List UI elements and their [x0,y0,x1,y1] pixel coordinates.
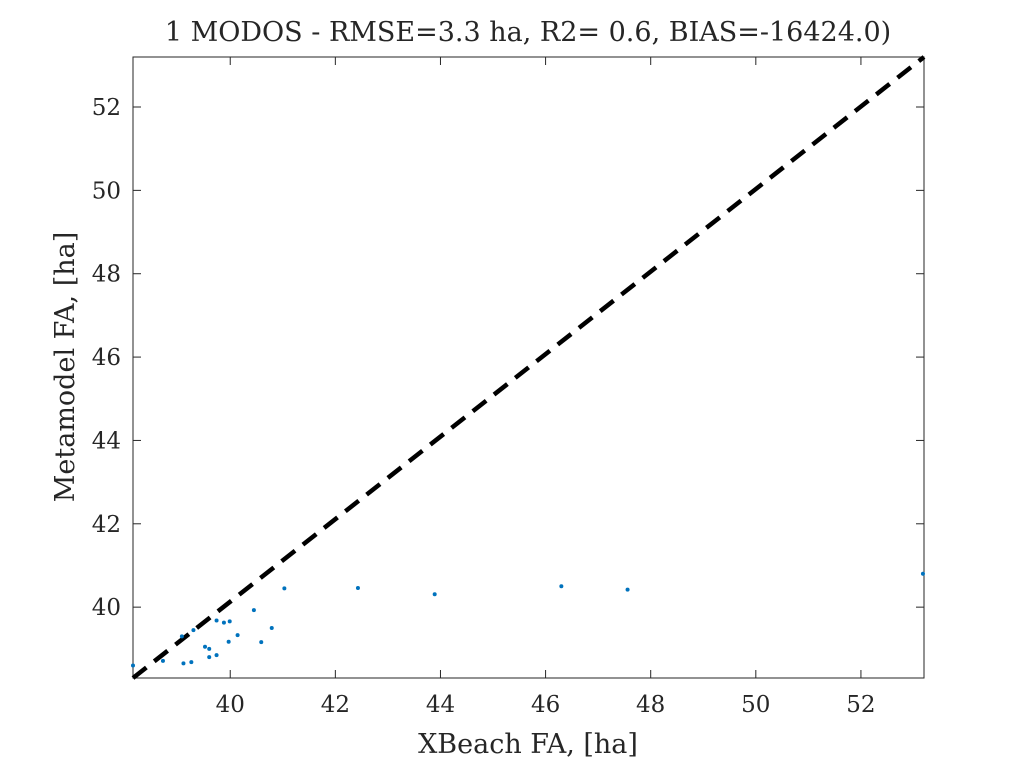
data-point [559,584,564,589]
data-point [214,653,219,658]
data-point [920,571,925,576]
data-point [227,619,232,624]
data-point [203,644,208,649]
y-tick-label: 42 [92,512,121,538]
y-tick-label: 50 [92,178,121,204]
data-point [207,646,212,651]
data-point [235,633,240,638]
data-point [181,661,186,666]
x-tick-label: 46 [531,692,560,718]
data-points [131,571,925,668]
x-tick-label: 42 [321,692,350,718]
x-axis-ticks: 40 42 44 46 48 50 52 [216,57,876,718]
y-tick-label: 46 [92,345,121,371]
data-point [355,585,360,590]
data-point [207,655,212,660]
data-point [282,586,287,591]
data-point [259,640,264,645]
x-tick-label: 44 [426,692,455,718]
data-point [179,634,184,639]
data-point [251,608,256,613]
x-axis-label: XBeach FA, [ha] [418,729,638,760]
y-axis-label: Metamodel FA, [ha] [50,232,81,503]
chart-title: 1 MODOS - RMSE=3.3 ha, R2= 0.6, BIAS=-16… [165,17,891,48]
y-tick-label: 40 [92,595,121,621]
data-point [160,658,165,663]
x-tick-label: 52 [846,692,875,718]
y-axis-ticks: 40 42 44 46 48 50 52 [92,95,924,621]
y-tick-label: 44 [92,428,121,454]
x-tick-label: 40 [216,692,245,718]
y-tick-label: 48 [92,262,121,288]
data-point [269,625,274,630]
data-point [226,639,231,644]
data-point [131,663,135,668]
data-point [221,620,226,625]
data-point [625,587,630,592]
x-tick-label: 48 [636,692,665,718]
data-point [189,660,194,665]
x-tick-label: 50 [741,692,770,718]
identity-reference-line [131,55,926,680]
y-tick-label: 52 [92,95,121,121]
data-point [191,628,196,633]
data-point [432,592,437,597]
data-point [214,618,219,623]
